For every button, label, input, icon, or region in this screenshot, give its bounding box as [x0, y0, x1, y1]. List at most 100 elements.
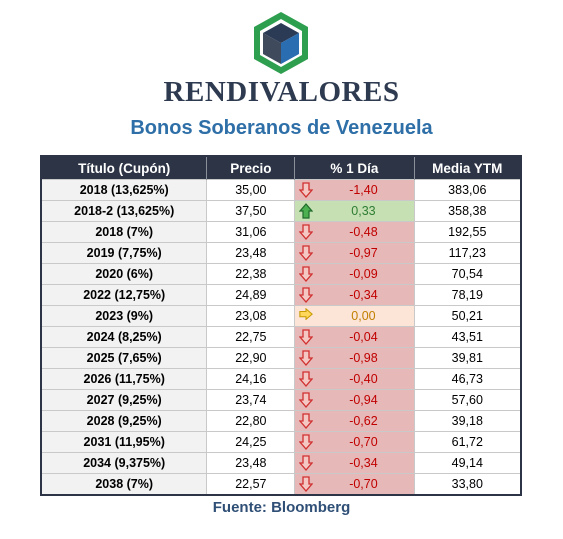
ytm-cell: 39,18: [413, 410, 522, 432]
brand-name: RENDIVALORES: [163, 76, 400, 108]
ytm-cell: 358,38: [413, 200, 522, 222]
price-cell: 22,80: [206, 410, 296, 432]
table-row: 2025 (7,65%) 22,90 -0,98 39,81: [40, 347, 522, 369]
daily-change-cell: -0,97: [294, 242, 415, 264]
daily-change-value: -0,70: [349, 477, 378, 491]
ytm-cell: 50,21: [413, 305, 522, 327]
ytm-cell: 78,19: [413, 284, 522, 306]
price-cell: 24,89: [206, 284, 296, 306]
price-cell: 37,50: [206, 200, 296, 222]
bond-title-cell: 2026 (11,75%): [40, 368, 208, 390]
table-row: 2028 (9,25%) 22,80 -0,62 39,18: [40, 410, 522, 432]
daily-change-cell: -0,04: [294, 326, 415, 348]
red-down-arrow-icon: [298, 455, 314, 471]
price-cell: 23,48: [206, 242, 296, 264]
table-row: 2018-2 (13,625%) 37,50 0,33 358,38: [40, 200, 522, 222]
bond-title-cell: 2018 (7%): [40, 221, 208, 243]
red-down-arrow-icon: [298, 392, 314, 408]
price-cell: 24,25: [206, 431, 296, 453]
table-body: 2018 (13,625%) 35,00 -1,40 383,06 2018-2 (13…: [40, 179, 522, 496]
daily-change-cell: 0,00: [294, 305, 415, 327]
daily-change-value: -0,97: [349, 246, 378, 260]
yellow-right-arrow-icon: [299, 307, 314, 324]
daily-change-value: -0,34: [349, 288, 378, 302]
ytm-cell: 49,14: [413, 452, 522, 474]
daily-change-value: 0,00: [351, 309, 376, 323]
price-cell: 23,74: [206, 389, 296, 411]
ytm-cell: 39,81: [413, 347, 522, 369]
red-down-arrow-icon: [298, 329, 314, 345]
table-header-row: Título (Cupón) Precio % 1 Día Media YTM: [41, 156, 521, 180]
price-cell: 22,38: [206, 263, 296, 285]
table-row: 2031 (11,95%) 24,25 -0,70 61,72: [40, 431, 522, 453]
rendivalores-logo: [254, 12, 308, 74]
table-row: 2027 (9,25%) 23,74 -0,94 57,60: [40, 389, 522, 411]
bond-title-cell: 2020 (6%): [40, 263, 208, 285]
table-row: 2020 (6%) 22,38 -0,09 70,54: [40, 263, 522, 285]
price-cell: 23,08: [206, 305, 296, 327]
daily-change-value: -0,62: [349, 414, 378, 428]
ytm-cell: 46,73: [413, 368, 522, 390]
price-cell: 22,75: [206, 326, 296, 348]
daily-change-cell: -0,70: [294, 473, 415, 496]
red-down-arrow-icon: [298, 266, 314, 282]
daily-change-cell: -0,62: [294, 410, 415, 432]
bond-title-cell: 2018 (13,625%): [40, 179, 208, 201]
daily-change-value: -0,94: [349, 393, 378, 407]
table-row: 2024 (8,25%) 22,75 -0,04 43,51: [40, 326, 522, 348]
ytm-cell: 61,72: [413, 431, 522, 453]
column-header-cambio: % 1 Día: [294, 156, 415, 180]
bond-title-cell: 2019 (7,75%): [40, 242, 208, 264]
table-row: 2018 (13,625%) 35,00 -1,40 383,06: [40, 179, 522, 201]
daily-change-value: 0,33: [351, 204, 376, 218]
bond-title-cell: 2028 (9,25%): [40, 410, 208, 432]
ytm-cell: 33,80: [413, 473, 522, 496]
red-down-arrow-icon: [298, 224, 314, 240]
daily-change-cell: 0,33: [294, 200, 415, 222]
bond-title-cell: 2025 (7,65%): [40, 347, 208, 369]
daily-change-cell: -1,40: [294, 179, 415, 201]
table-row: 2023 (9%) 23,08 0,00 50,21: [40, 305, 522, 327]
bond-title-cell: 2038 (7%): [40, 473, 208, 496]
ytm-cell: 43,51: [413, 326, 522, 348]
column-header-precio: Precio: [206, 156, 295, 180]
bond-title-cell: 2022 (12,75%): [40, 284, 208, 306]
ytm-cell: 70,54: [413, 263, 522, 285]
bond-title-cell: 2027 (9,25%): [40, 389, 208, 411]
bond-title-cell: 2034 (9,375%): [40, 452, 208, 474]
price-cell: 22,57: [206, 473, 296, 496]
bonds-table: Título (Cupón) Precio % 1 Día Media YTM …: [40, 155, 522, 496]
bond-title-cell: 2018-2 (13,625%): [40, 200, 208, 222]
daily-change-cell: -0,48: [294, 221, 415, 243]
red-down-arrow-icon: [298, 434, 314, 450]
table-row: 2034 (9,375%) 23,48 -0,34 49,14: [40, 452, 522, 474]
daily-change-cell: -0,94: [294, 389, 415, 411]
price-cell: 35,00: [206, 179, 296, 201]
source-note: Fuente: Bloomberg: [212, 499, 351, 516]
price-cell: 22,90: [206, 347, 296, 369]
bond-title-cell: 2024 (8,25%): [40, 326, 208, 348]
daily-change-cell: -0,09: [294, 263, 415, 285]
page-title: Bonos Soberanos de Venezuela: [130, 117, 433, 139]
daily-change-value: -0,98: [349, 351, 378, 365]
red-down-arrow-icon: [298, 413, 314, 429]
daily-change-cell: -0,70: [294, 431, 415, 453]
ytm-cell: 192,55: [413, 221, 522, 243]
daily-change-cell: -0,98: [294, 347, 415, 369]
bond-title-cell: 2031 (11,95%): [40, 431, 208, 453]
green-up-arrow-icon: [299, 203, 314, 219]
red-down-arrow-icon: [298, 371, 314, 387]
daily-change-cell: -0,40: [294, 368, 415, 390]
price-cell: 23,48: [206, 452, 296, 474]
column-header-titulo: Título (Cupón): [41, 156, 207, 180]
table-row: 2038 (7%) 22,57 -0,70 33,80: [40, 473, 522, 496]
ytm-cell: 57,60: [413, 389, 522, 411]
daily-change-value: -0,48: [349, 225, 378, 239]
daily-change-cell: -0,34: [294, 452, 415, 474]
table-row: 2026 (11,75%) 24,16 -0,40 46,73: [40, 368, 522, 390]
column-header-ytm: Media YTM: [413, 156, 521, 180]
table-row: 2022 (12,75%) 24,89 -0,34 78,19: [40, 284, 522, 306]
table-row: 2019 (7,75%) 23,48 -0,97 117,23: [40, 242, 522, 264]
price-cell: 24,16: [206, 368, 296, 390]
ytm-cell: 383,06: [413, 179, 522, 201]
